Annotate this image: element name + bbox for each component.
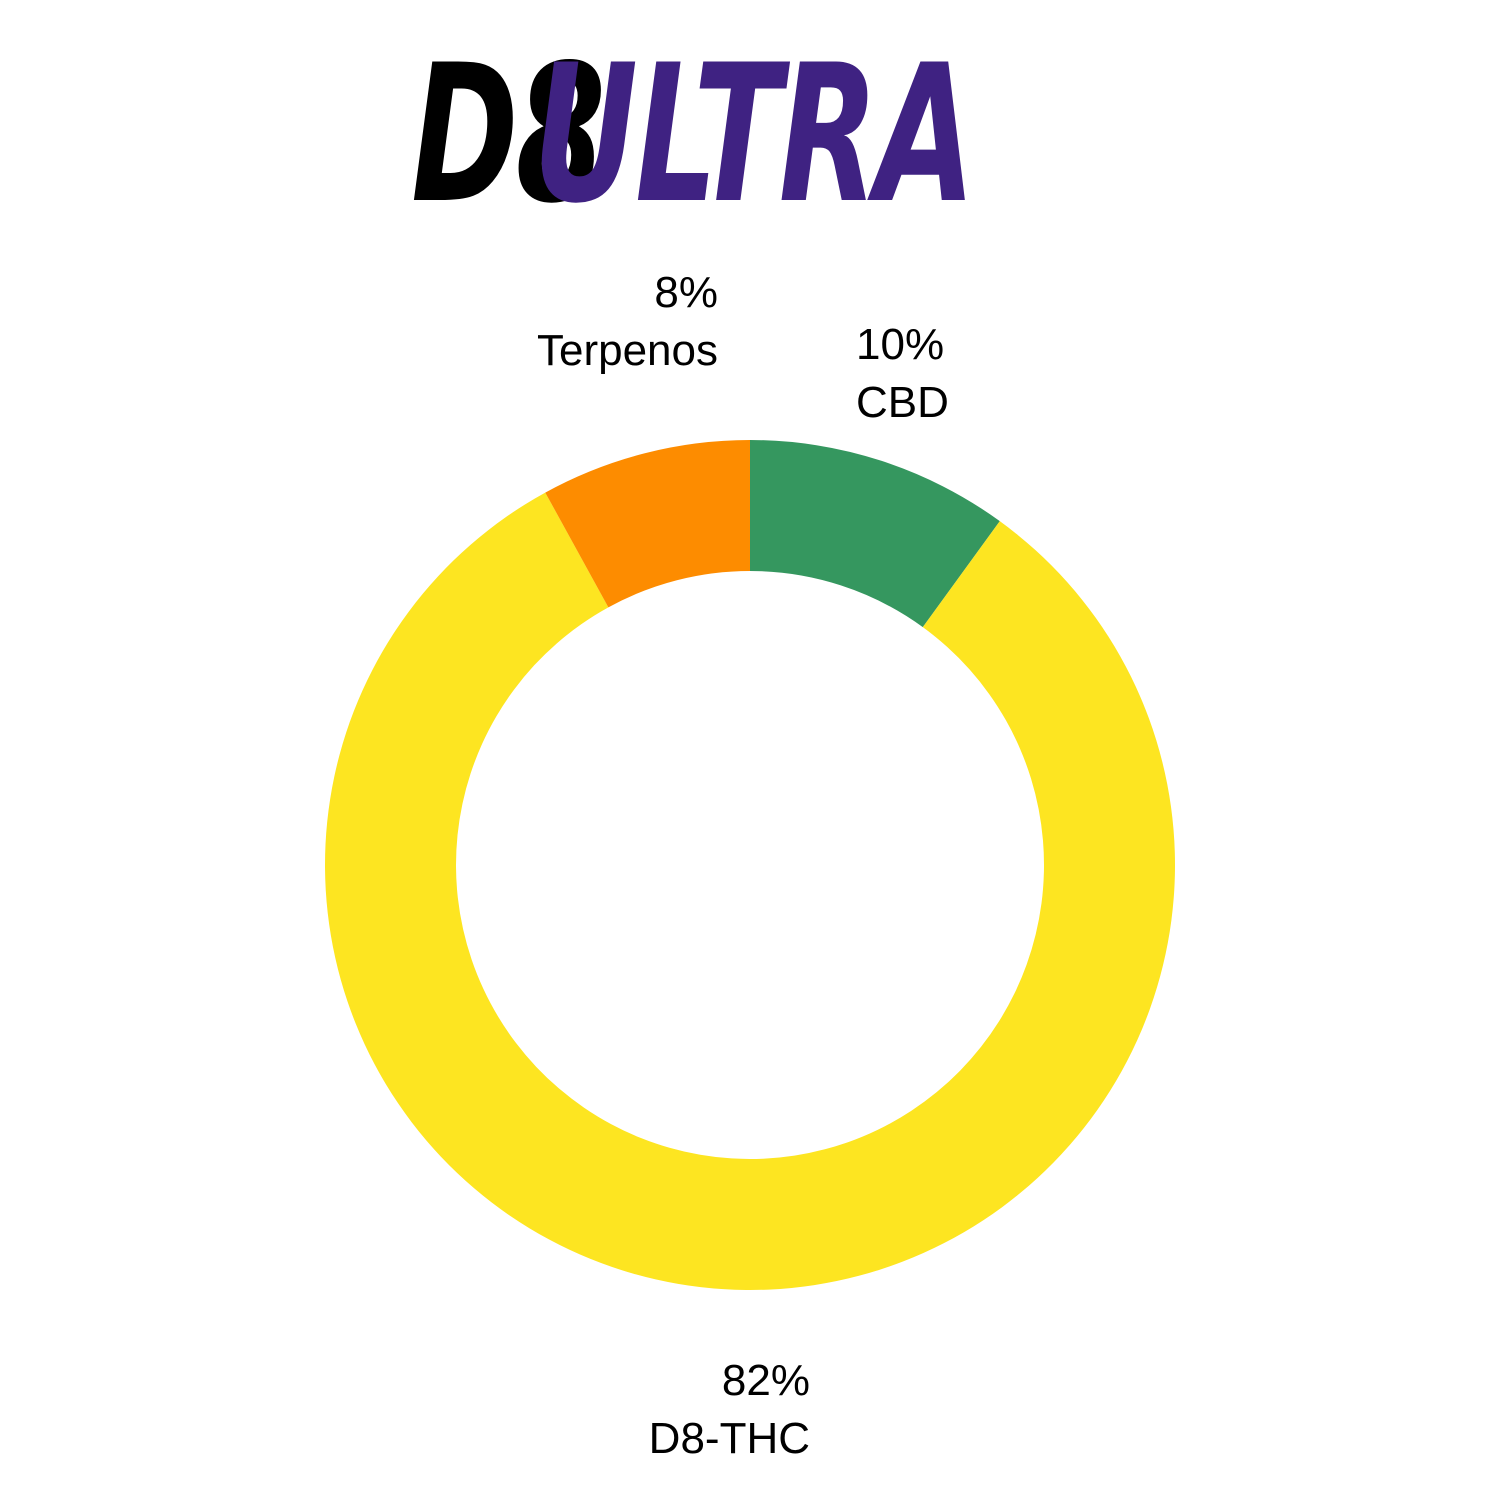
value-label-d8-thc: 82% (721, 1356, 810, 1405)
name-label-cbd: CBD (856, 378, 949, 427)
value-label-cbd: 10% (856, 320, 945, 369)
slice-cbd (750, 440, 1000, 628)
slice-d8-thc (325, 492, 1175, 1290)
name-label-d8-thc: D8-THC (648, 1414, 810, 1463)
slice-terpenos (545, 440, 750, 608)
label-cbd: 10% CBD (856, 316, 1156, 432)
page-title: D8ULTRA (0, 30, 1500, 240)
title-part-ultra: ULTRA (532, 24, 976, 245)
name-label-terpenos: Terpenos (536, 326, 718, 375)
label-d8-thc: 82% D8-THC (560, 1352, 810, 1468)
label-terpenos: 8% Terpenos (460, 264, 718, 380)
title-part-d8: D8 (410, 24, 605, 245)
donut-slices (325, 440, 1175, 1290)
value-label-terpenos: 8% (654, 268, 718, 317)
